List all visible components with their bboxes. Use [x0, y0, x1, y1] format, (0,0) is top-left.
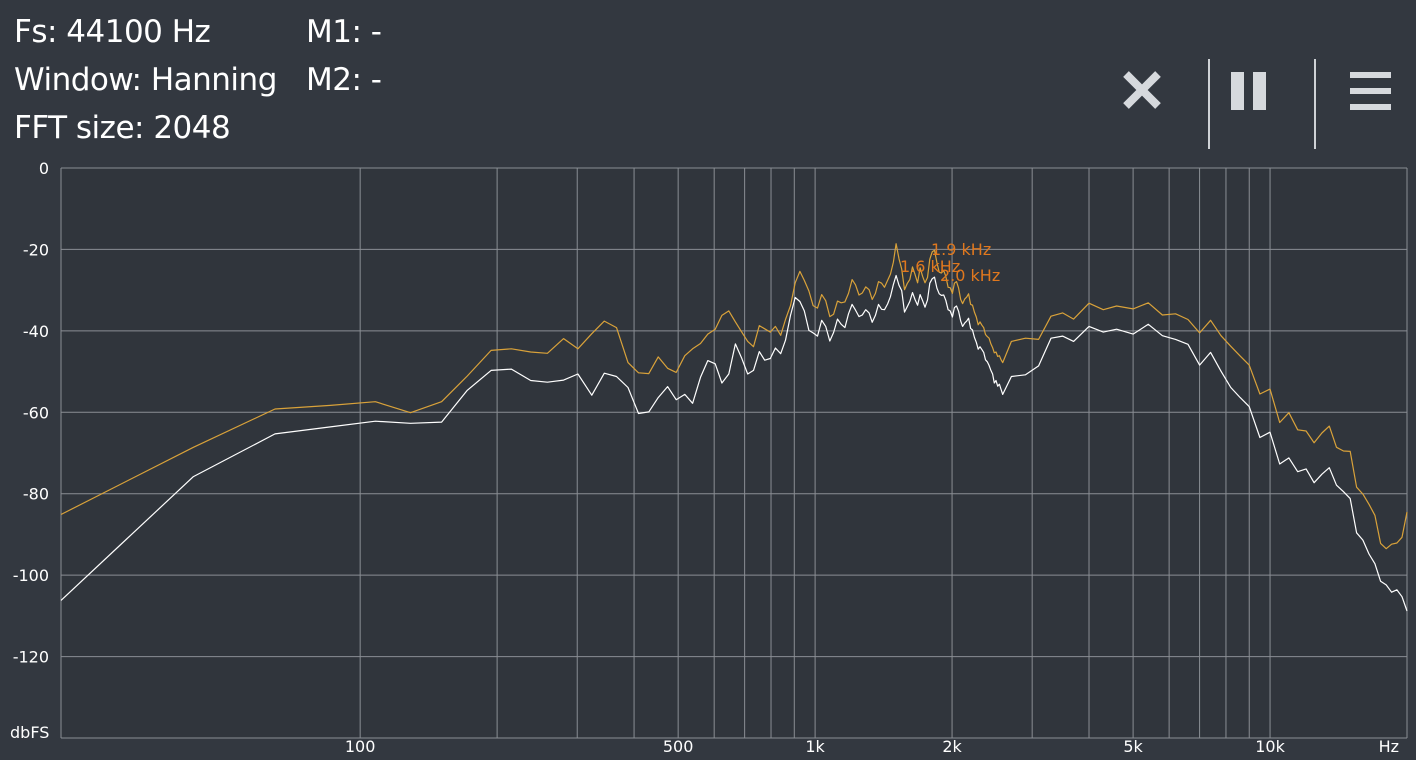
peak-marker-label: 1.9 kHz [931, 240, 991, 259]
y-tick-label: -100 [13, 566, 49, 585]
x-tick-label: 10k [1255, 737, 1285, 756]
y-axis-label: dbFS [10, 723, 49, 742]
y-axis-ticks: 0 -20 -40 -60 -80 -100 -120 [13, 159, 49, 667]
series-group [60, 243, 1408, 612]
x-tick-label: 100 [345, 737, 376, 756]
pause-icon [1231, 72, 1266, 110]
window-type-text: Window: Hanning [14, 62, 277, 98]
info-panel: Fs: 44100 Hz Window: Hanning FFT size: 2… [14, 8, 277, 152]
plot-area [61, 168, 1407, 738]
menu-icon [1350, 72, 1391, 110]
toolbar [1096, 55, 1416, 151]
x-tick-label: 5k [1123, 737, 1143, 756]
y-tick-label: -20 [23, 240, 49, 259]
x-tick-label: 2k [942, 737, 962, 756]
fft-size-text: FFT size: 2048 [14, 110, 231, 146]
y-tick-label: 0 [39, 159, 49, 178]
y-tick-label: -120 [13, 648, 49, 667]
marker-readouts: M1: - M2: - [306, 8, 382, 104]
peak-marker-label: 1.6 kHz [900, 257, 960, 276]
vertical-grid [359, 168, 1408, 738]
close-button[interactable] [1096, 55, 1202, 151]
y-tick-label: -60 [23, 403, 49, 422]
x-axis-label: Hz [1379, 737, 1399, 756]
x-tick-label: 1k [805, 737, 825, 756]
x-axis-ticks: 100 500 1k 2k 5k 10k [345, 737, 1286, 756]
series-line-peak-hold [60, 243, 1408, 550]
close-icon [1123, 71, 1161, 109]
y-tick-label: -80 [23, 485, 49, 504]
toolbar-divider [1314, 59, 1316, 149]
marker-1-readout: M1: - [306, 14, 382, 50]
horizontal-grid [60, 167, 1408, 739]
spectrum-chart: 0 -20 -40 -60 -80 -100 -120 100 500 1k 2k 5k 10k db… [10, 159, 1408, 756]
menu-button[interactable] [1316, 55, 1416, 151]
peak-marker-label: 2.0 kHz [940, 266, 1000, 285]
x-tick-label: 500 [663, 737, 694, 756]
pause-button[interactable] [1210, 55, 1316, 151]
sample-rate-text: Fs: 44100 Hz [14, 14, 211, 50]
y-tick-label: -40 [23, 322, 49, 341]
toolbar-divider [1208, 59, 1210, 149]
series-line-current [60, 274, 1408, 612]
marker-2-readout: M2: - [306, 62, 382, 98]
